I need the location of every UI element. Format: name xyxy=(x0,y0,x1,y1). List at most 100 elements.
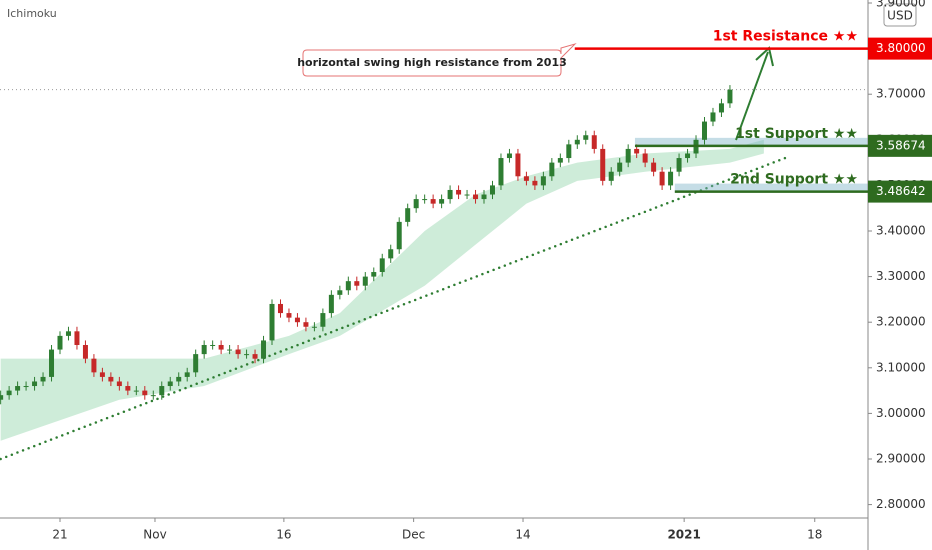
support-zone xyxy=(674,183,868,193)
candle-body xyxy=(566,144,572,159)
candle-body xyxy=(498,158,504,186)
price-tag xyxy=(868,134,932,157)
candle-body xyxy=(413,199,419,209)
candle-body xyxy=(430,199,436,204)
candle-body xyxy=(311,326,317,328)
plot-area xyxy=(0,85,868,461)
candle-body xyxy=(354,281,360,286)
y-tick-label: 3.00000 xyxy=(876,406,926,420)
candle-body xyxy=(481,194,487,200)
y-tick-label: 2.90000 xyxy=(876,451,926,465)
candle-body xyxy=(91,358,97,373)
candle-body xyxy=(218,344,224,350)
indicator-label: Ichimoku xyxy=(7,7,57,20)
candle-body xyxy=(515,153,521,177)
candle-body xyxy=(252,354,258,359)
candle-body xyxy=(193,354,199,373)
x-tick-label: Nov xyxy=(143,528,166,542)
candle-body xyxy=(405,208,411,222)
candle-body xyxy=(286,313,292,318)
candle-body xyxy=(159,386,165,396)
candle-body xyxy=(32,381,38,387)
candle-body xyxy=(133,390,139,392)
candle-body xyxy=(23,386,29,388)
candle-body xyxy=(659,171,665,186)
price-tag xyxy=(868,180,932,203)
candle-body xyxy=(489,185,495,195)
candle-body xyxy=(0,395,4,400)
candle-body xyxy=(176,376,182,382)
candle-body xyxy=(617,162,623,172)
x-tick-label: Dec xyxy=(402,528,425,542)
candle-body xyxy=(540,176,546,186)
x-tick-label: 18 xyxy=(807,528,822,542)
candle-body xyxy=(150,395,156,397)
currency-label: USD xyxy=(887,9,913,23)
candle-body xyxy=(608,171,614,181)
y-tick-label: 3.40000 xyxy=(876,224,926,238)
candle-body xyxy=(362,276,368,286)
candle-body xyxy=(303,322,309,327)
candle-body xyxy=(557,158,563,163)
candle-body xyxy=(201,344,207,355)
candle-body xyxy=(125,386,131,391)
candle-body xyxy=(676,158,682,172)
candle-body xyxy=(651,162,657,172)
candle-body xyxy=(642,153,648,163)
candle-body xyxy=(422,199,428,201)
candle-body xyxy=(523,176,529,181)
candle-body xyxy=(634,148,640,154)
y-tick-label: 2.80000 xyxy=(876,497,926,511)
currency-box xyxy=(883,3,917,27)
x-tick-label: 21 xyxy=(52,528,67,542)
callout-box xyxy=(302,42,577,77)
price-tag-label: 3.48642 xyxy=(876,184,926,198)
candle-body xyxy=(210,344,216,346)
candle-body xyxy=(277,303,283,314)
trendline xyxy=(0,156,787,461)
price-tag-label: 3.80000 xyxy=(876,41,926,55)
candle-body xyxy=(99,372,105,377)
candle-body xyxy=(532,180,538,186)
candle-body xyxy=(710,112,716,122)
candle-body xyxy=(40,376,46,382)
y-tick-label: 3.20000 xyxy=(876,315,926,329)
candle-body xyxy=(702,121,707,140)
candle-body xyxy=(167,381,173,387)
candle-body xyxy=(447,189,453,200)
candle-body xyxy=(506,153,512,159)
candle-body xyxy=(396,221,402,250)
candle-body xyxy=(473,194,479,200)
candle-body xyxy=(108,376,114,382)
candle-body xyxy=(320,313,326,327)
candle-body xyxy=(184,372,190,377)
candle-body xyxy=(15,386,21,391)
candle-body xyxy=(57,335,63,350)
price-tag xyxy=(868,37,932,60)
y-tick-label: 3.30000 xyxy=(876,269,926,283)
candle-body xyxy=(371,272,377,277)
candle-body xyxy=(439,199,445,204)
candle-body xyxy=(685,153,691,159)
candle-body xyxy=(464,194,470,196)
arrow-shaft xyxy=(735,51,769,141)
candle-body xyxy=(625,148,631,163)
candle-body xyxy=(328,294,334,314)
candle-body xyxy=(49,349,55,377)
candle-body xyxy=(235,349,241,355)
candle-body xyxy=(294,317,300,323)
candle-body xyxy=(6,390,12,396)
ichimoku-cloud xyxy=(0,139,764,441)
candle-body xyxy=(244,354,250,356)
level-name: 1st Resistance ★★ xyxy=(713,29,858,45)
annotation-callout: horizontal swing high resistance from 20… xyxy=(297,42,577,77)
candle-body xyxy=(718,103,724,113)
level-name: 1st Support ★★ xyxy=(735,126,858,142)
candle-body xyxy=(583,135,589,140)
candle-body xyxy=(116,381,122,387)
level-name: 2nd Support ★★ xyxy=(730,172,858,188)
x-tick-label: 2021 xyxy=(667,528,700,542)
y-tick-label: 3.70000 xyxy=(876,87,926,101)
